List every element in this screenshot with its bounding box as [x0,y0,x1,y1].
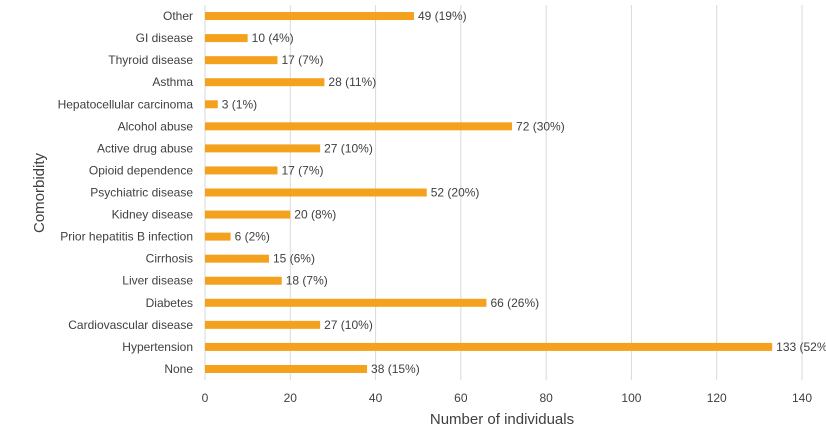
data-label-15: 133 (52%) [776,340,826,354]
bar-4 [205,100,218,109]
data-label-8: 52 (20%) [431,186,480,200]
category-label-10: Prior hepatitis B infection [60,230,193,244]
bars [205,12,773,373]
category-label-4: Hepatocellular carcinoma [58,97,194,111]
category-label-9: Kidney disease [112,208,194,222]
data-label-9: 20 (8%) [294,208,336,222]
x-tick-label-0: 0 [202,391,209,405]
category-label-0: Other [163,9,193,23]
data-label-14: 27 (10%) [324,318,373,332]
category-label-6: Active drug abuse [97,141,193,155]
bar-14 [205,320,321,329]
data-label-5: 72 (30%) [516,119,565,133]
data-label-11: 15 (6%) [273,252,315,266]
category-label-13: Diabetes [146,296,193,310]
bar-15 [205,342,773,351]
data-label-10: 6 (2%) [235,230,270,244]
data-label-12: 18 (7%) [286,274,328,288]
data-label-2: 17 (7%) [281,53,323,67]
data-label-3: 28 (11%) [328,75,376,89]
data-label-4: 3 (1%) [222,97,257,111]
category-label-3: Asthma [152,75,193,89]
x-tick-label-120: 120 [707,391,727,405]
data-label-6: 27 (10%) [324,141,373,155]
category-label-5: Alcohol abuse [118,119,194,133]
data-label-0: 49 (19%) [418,9,467,23]
bar-7 [205,166,278,175]
x-axis-title: Number of individuals [430,411,574,428]
category-label-15: Hypertension [122,340,193,354]
category-label-7: Opioid dependence [89,163,193,177]
data-label-1: 10 (4%) [252,31,294,45]
y-axis-title: Comorbidity [31,152,48,233]
category-label-1: GI disease [136,31,194,45]
category-label-12: Liver disease [122,274,193,288]
category-label-11: Cirrhosis [146,252,193,266]
category-label-2: Thyroid disease [108,53,193,67]
data-label-16: 38 (15%) [371,362,420,376]
bar-10 [205,232,231,241]
category-label-14: Cardiovascular disease [68,318,193,332]
x-tick-label-140: 140 [792,391,812,405]
x-tick-label-80: 80 [539,391,553,405]
x-tick-label-100: 100 [621,391,641,405]
category-label-16: None [164,362,193,376]
category-label-8: Psychiatric disease [90,186,193,200]
bar-12 [205,276,282,285]
x-tick-label-40: 40 [369,391,383,405]
bar-5 [205,122,513,131]
bar-2 [205,56,278,65]
bar-8 [205,188,427,197]
data-label-13: 66 (26%) [490,296,539,310]
data-labels: 49 (19%) 10 (4%) 17 (7%) 28 (11%) 3 (1%) 72 (… [222,9,826,376]
bar-3 [205,78,325,87]
x-tick-labels: 0 20 40 60 80 100 120 140 [202,391,813,405]
bar-11 [205,254,269,263]
bar-13 [205,298,487,307]
data-label-7: 17 (7%) [281,163,323,177]
bar-1 [205,34,248,43]
x-tick-label-20: 20 [284,391,298,405]
category-labels: Other GI disease Thyroid disease Asthma Hepa… [58,9,194,376]
x-tick-label-60: 60 [454,391,468,405]
bar-6 [205,144,321,153]
bar-16 [205,364,368,373]
bar-9 [205,210,291,219]
bar-0 [205,12,414,21]
